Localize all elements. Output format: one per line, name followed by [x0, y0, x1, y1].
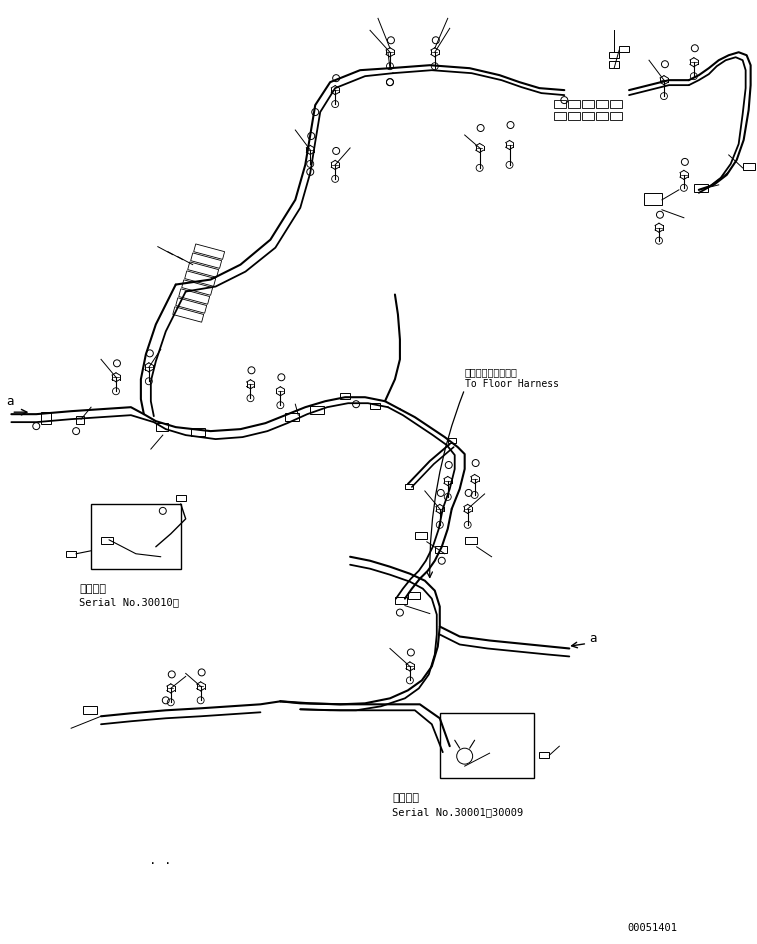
Bar	[554, 101, 566, 109]
Bar	[405, 484, 413, 489]
Bar	[569, 101, 581, 109]
Bar	[91, 504, 181, 569]
Text: Serial No.30001～30009: Serial No.30001～30009	[392, 806, 523, 817]
Bar	[340, 394, 350, 400]
Text: 適用号機: 適用号機	[79, 583, 106, 593]
Text: . .: . .	[149, 853, 171, 866]
Text: a: a	[589, 631, 597, 644]
Bar	[191, 429, 204, 437]
Bar	[83, 706, 97, 715]
Bar	[644, 194, 662, 206]
Bar	[440, 714, 534, 778]
Bar	[101, 537, 113, 544]
Text: 適用号機: 適用号機	[392, 792, 419, 802]
Bar	[185, 272, 216, 287]
Bar	[182, 280, 213, 296]
Bar	[743, 163, 755, 171]
Bar	[285, 413, 299, 422]
Bar	[173, 308, 204, 323]
Text: フロアーハーネスヘ: フロアーハーネスヘ	[465, 367, 518, 377]
Bar	[447, 439, 456, 444]
Bar	[156, 424, 168, 431]
Bar	[610, 113, 622, 121]
Text: Serial No.30010～: Serial No.30010～	[79, 597, 179, 607]
Bar	[554, 113, 566, 121]
Bar	[597, 101, 608, 109]
Bar	[395, 597, 407, 604]
Bar	[176, 496, 185, 501]
Bar	[176, 298, 207, 314]
Bar	[41, 413, 51, 425]
Bar	[582, 101, 594, 109]
Bar	[370, 404, 380, 410]
Bar	[610, 101, 622, 109]
Bar	[582, 113, 594, 121]
Bar	[609, 53, 619, 59]
Bar	[76, 416, 84, 425]
Bar	[179, 290, 210, 305]
Bar	[191, 254, 222, 269]
Bar	[408, 592, 420, 599]
Bar	[194, 244, 225, 261]
Bar	[619, 47, 629, 53]
Bar	[540, 752, 550, 758]
Text: To Floor Harness: To Floor Harness	[465, 379, 559, 389]
Bar	[569, 113, 581, 121]
Bar	[597, 113, 608, 121]
Bar	[609, 62, 619, 69]
Bar	[66, 551, 76, 557]
Bar	[435, 547, 447, 553]
Text: a: a	[6, 395, 14, 408]
Text: 00051401: 00051401	[627, 921, 677, 932]
Bar	[310, 407, 324, 414]
Bar	[694, 185, 708, 193]
Bar	[465, 537, 477, 544]
Bar	[415, 532, 427, 539]
Bar	[188, 262, 219, 278]
